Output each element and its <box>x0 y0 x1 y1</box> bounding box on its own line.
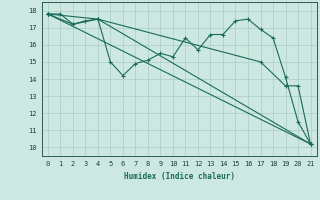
X-axis label: Humidex (Indice chaleur): Humidex (Indice chaleur) <box>124 172 235 181</box>
